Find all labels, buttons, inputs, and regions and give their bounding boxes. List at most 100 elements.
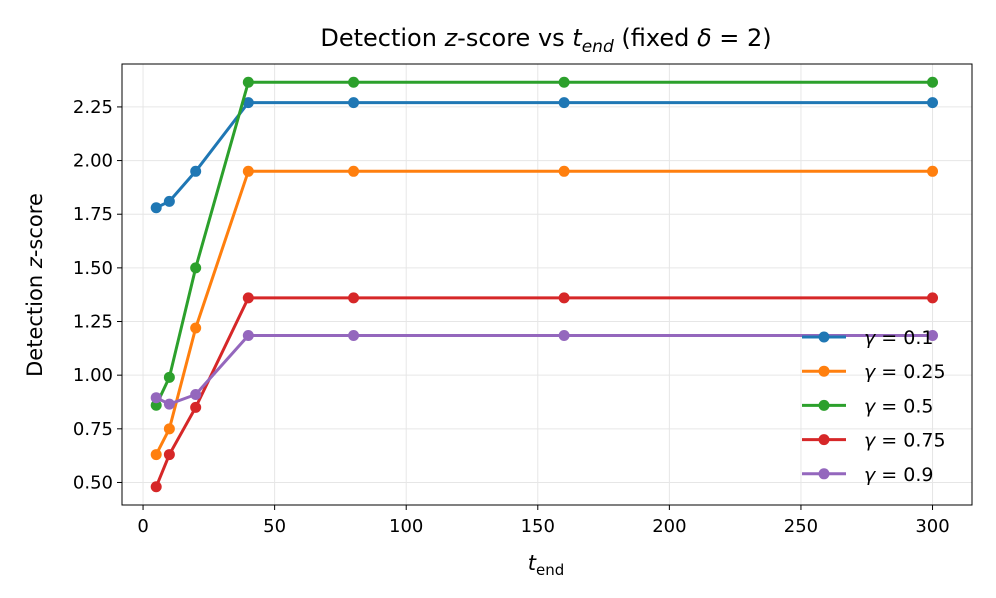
legend-marker [818, 468, 830, 480]
y-tick-label: 1.50 [73, 258, 113, 279]
y-tick-label: 2.25 [73, 97, 113, 118]
legend-var: γ [864, 464, 877, 486]
data-point [927, 292, 939, 304]
legend-var: γ [864, 430, 877, 452]
series-0.25 [150, 165, 939, 461]
data-point [190, 322, 202, 334]
data-point [150, 481, 162, 493]
legend-var: γ [864, 361, 877, 383]
y-tick-label: 1.00 [73, 365, 113, 386]
xlabel-var: t [528, 551, 537, 575]
data-point [348, 292, 360, 304]
legend-value: 0.25 [903, 361, 945, 383]
y-axis-label: Detection z-score [23, 193, 47, 377]
data-point [163, 398, 175, 410]
data-point [927, 97, 939, 109]
x-tick-label: 200 [652, 516, 686, 537]
legend-item: γ = 0.25 [802, 361, 946, 383]
legend-value: 0.1 [903, 327, 933, 349]
series-0.75 [150, 292, 939, 493]
data-point [348, 329, 360, 341]
legend-item: γ = 0.9 [802, 464, 933, 486]
data-point [242, 76, 254, 88]
x-tick-label: 250 [784, 516, 818, 537]
title-z-var: z [444, 24, 459, 52]
series-0.1 [150, 97, 939, 214]
legend-marker [818, 399, 830, 411]
data-point [150, 202, 162, 214]
x-tick-label: 0 [137, 516, 148, 537]
legend-var: γ [864, 327, 877, 349]
data-point [242, 329, 254, 341]
ylabel-prefix: Detection [23, 268, 47, 377]
ylabel-var: z [23, 256, 47, 269]
legend-eq: = [875, 327, 903, 349]
title-middle: -score vs [457, 24, 572, 52]
data-point [558, 165, 570, 177]
x-axis-ticks: 0 50 100 150 200 250 300 [137, 505, 950, 537]
legend-label: γ = 0.1 [864, 327, 933, 349]
data-point [558, 76, 570, 88]
ylabel-suffix: -score [23, 193, 47, 257]
title-suffix: (fixed [614, 24, 697, 52]
data-point [242, 165, 254, 177]
x-tick-label: 50 [263, 516, 286, 537]
legend: γ = 0.1γ = 0.25γ = 0.5γ = 0.75γ = 0.9 [802, 327, 946, 486]
data-point [190, 401, 202, 413]
data-point [927, 76, 939, 88]
legend-eq: = [875, 464, 903, 486]
data-point [348, 97, 360, 109]
x-axis-label: tend [528, 551, 565, 579]
data-point [163, 195, 175, 207]
data-point [190, 165, 202, 177]
legend-item: γ = 0.5 [802, 395, 933, 417]
title-delta: δ [697, 24, 712, 52]
legend-label: γ = 0.9 [864, 464, 933, 486]
legend-value: 0.75 [903, 430, 945, 452]
legend-item: γ = 0.1 [802, 327, 933, 349]
data-point [927, 165, 939, 177]
legend-label: γ = 0.25 [864, 361, 946, 383]
series-layer [150, 76, 939, 493]
chart-title: Detection z-score vs tend (fixed δ = 2) [320, 24, 771, 57]
legend-value: 0.9 [903, 464, 933, 486]
y-tick-label: 0.50 [73, 472, 113, 493]
plot-frame [121, 63, 973, 506]
data-point [558, 329, 570, 341]
title-eq: = 2) [712, 24, 772, 52]
data-point [242, 292, 254, 304]
y-axis-ticks: 0.50 0.75 1.00 1.25 1.50 1.75 2.00 2.25 [73, 97, 122, 493]
y-tick-label: 2.00 [73, 151, 113, 172]
data-point [190, 262, 202, 274]
legend-marker [818, 434, 830, 446]
data-point [190, 388, 202, 400]
data-point [348, 76, 360, 88]
y-tick-label: 1.75 [73, 204, 113, 225]
legend-eq: = [875, 430, 903, 452]
data-point [150, 449, 162, 461]
y-tick-label: 1.25 [73, 312, 113, 333]
title-prefix: Detection [320, 24, 444, 52]
data-point [150, 392, 162, 404]
legend-value: 0.5 [903, 395, 933, 417]
data-point [558, 97, 570, 109]
data-point [348, 165, 360, 177]
legend-item: γ = 0.75 [802, 430, 946, 452]
data-point [163, 449, 175, 461]
series-0.9 [150, 329, 939, 410]
legend-marker [818, 331, 830, 343]
legend-var: γ [864, 395, 877, 417]
legend-eq: = [875, 361, 903, 383]
x-tick-label: 300 [915, 516, 949, 537]
data-point [163, 423, 175, 435]
data-point [163, 371, 175, 383]
data-point [242, 97, 254, 109]
data-point [558, 292, 570, 304]
legend-marker [818, 365, 830, 377]
xlabel-sub: end [536, 561, 564, 579]
legend-label: γ = 0.5 [864, 395, 933, 417]
title-t-var: t [572, 24, 583, 52]
title-t-sub: end [582, 37, 614, 57]
data-point [927, 329, 939, 341]
